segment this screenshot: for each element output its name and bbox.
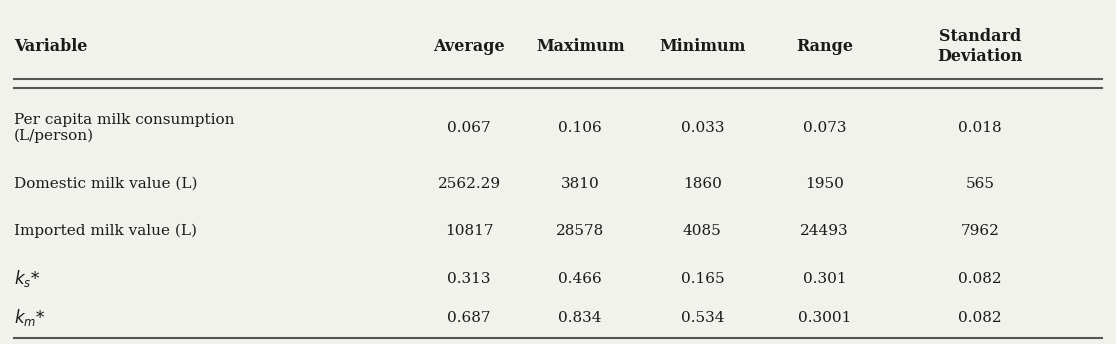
Text: Standard
Deviation: Standard Deviation	[937, 29, 1022, 65]
Text: 0.834: 0.834	[558, 311, 602, 324]
Text: 0.073: 0.073	[802, 121, 846, 135]
Text: 0.534: 0.534	[681, 311, 724, 324]
Text: 0.687: 0.687	[448, 311, 491, 324]
Text: Imported milk value (L): Imported milk value (L)	[13, 224, 196, 238]
Text: Minimum: Minimum	[660, 38, 745, 55]
Text: 0.082: 0.082	[959, 311, 1002, 324]
Text: 3810: 3810	[561, 177, 599, 191]
Text: 0.3001: 0.3001	[798, 311, 852, 324]
Text: 10817: 10817	[445, 224, 493, 238]
Text: 24493: 24493	[800, 224, 849, 238]
Text: 0.165: 0.165	[681, 272, 724, 286]
Text: 0.313: 0.313	[448, 272, 491, 286]
Text: 1950: 1950	[805, 177, 844, 191]
Text: 0.082: 0.082	[959, 272, 1002, 286]
Text: Per capita milk consumption
(L/person): Per capita milk consumption (L/person)	[13, 113, 234, 143]
Text: Average: Average	[433, 38, 504, 55]
Text: $\mathit{k}_m$*: $\mathit{k}_m$*	[13, 307, 46, 328]
Text: 565: 565	[965, 177, 994, 191]
Text: 0.466: 0.466	[558, 272, 603, 286]
Text: Maximum: Maximum	[536, 38, 625, 55]
Text: 7962: 7962	[961, 224, 1000, 238]
Text: 0.018: 0.018	[959, 121, 1002, 135]
Text: 0.106: 0.106	[558, 121, 603, 135]
Text: 0.033: 0.033	[681, 121, 724, 135]
Text: 2562.29: 2562.29	[437, 177, 501, 191]
Text: 1860: 1860	[683, 177, 722, 191]
Text: 28578: 28578	[556, 224, 605, 238]
Text: 4085: 4085	[683, 224, 722, 238]
Text: 0.067: 0.067	[448, 121, 491, 135]
Text: Range: Range	[796, 38, 853, 55]
Text: 0.301: 0.301	[802, 272, 846, 286]
Text: Variable: Variable	[13, 38, 87, 55]
Text: Domestic milk value (L): Domestic milk value (L)	[13, 177, 198, 191]
Text: $\mathit{k}_s$*: $\mathit{k}_s$*	[13, 268, 40, 289]
